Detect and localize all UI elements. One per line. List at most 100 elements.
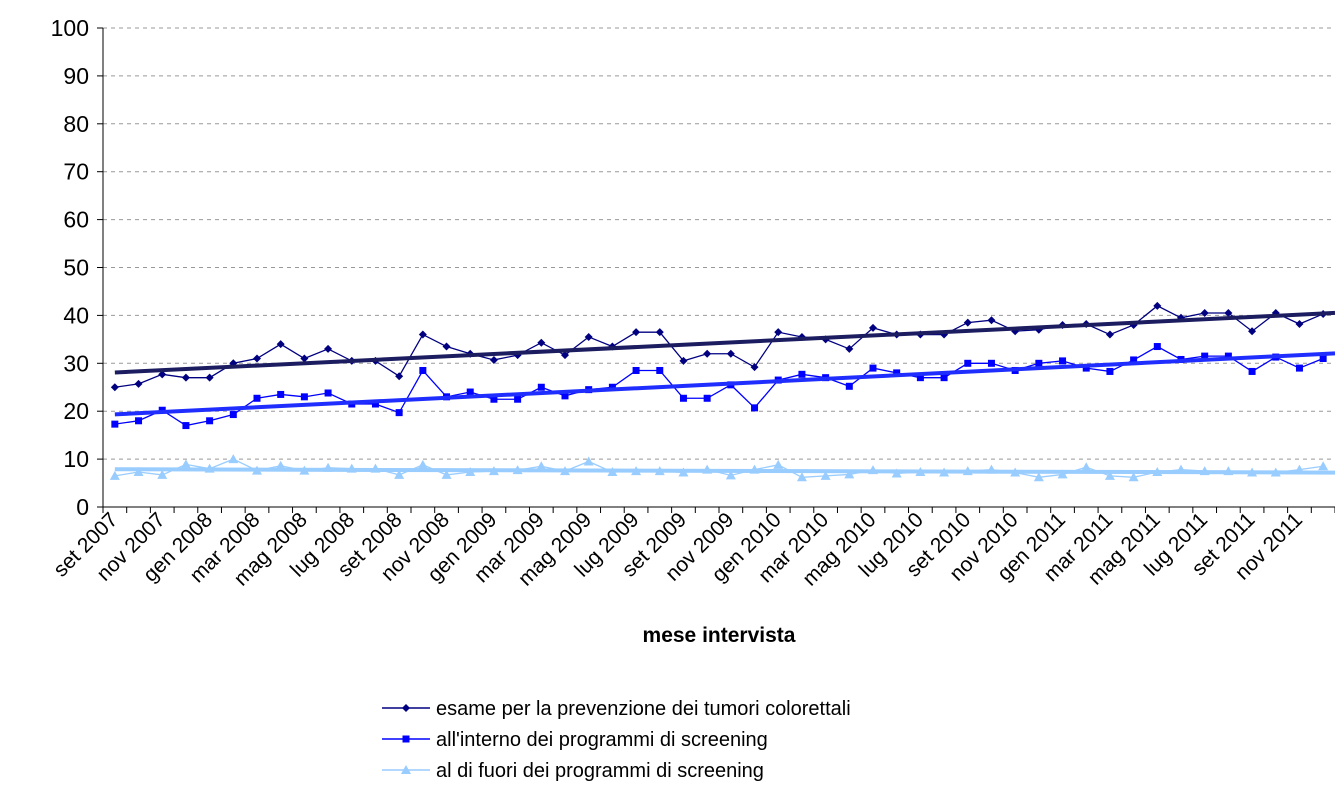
marker <box>441 469 452 479</box>
marker <box>561 351 569 360</box>
marker <box>395 409 403 417</box>
marker <box>1201 352 1209 360</box>
marker <box>583 456 594 466</box>
marker <box>893 369 901 377</box>
marker <box>489 355 498 364</box>
marker <box>845 382 853 390</box>
marker <box>1295 320 1304 329</box>
legend-marker <box>402 704 410 712</box>
legend-label: esame per la prevenzione dei tumori colo… <box>436 698 851 720</box>
marker <box>1033 472 1044 482</box>
marker <box>820 470 831 480</box>
marker <box>300 393 308 401</box>
marker <box>561 392 569 400</box>
marker <box>300 354 309 363</box>
marker <box>703 349 712 358</box>
marker <box>726 349 735 358</box>
y-tick-label: 30 <box>63 350 89 376</box>
marker <box>182 422 190 430</box>
marker <box>1200 309 1209 318</box>
marker <box>679 356 688 365</box>
marker <box>773 459 784 469</box>
trend-line <box>114 467 1335 475</box>
marker <box>1128 472 1139 482</box>
marker <box>536 461 547 471</box>
marker <box>1318 461 1329 471</box>
marker <box>277 390 285 398</box>
marker <box>205 373 214 382</box>
legend-marker <box>401 765 411 774</box>
marker <box>1035 359 1043 367</box>
marker <box>750 363 759 372</box>
marker <box>394 469 405 479</box>
marker <box>869 323 877 332</box>
marker <box>1248 367 1256 375</box>
marker <box>1319 355 1327 363</box>
marker <box>181 373 190 382</box>
marker <box>1224 309 1233 318</box>
marker <box>275 460 286 470</box>
marker <box>916 374 924 382</box>
marker <box>418 330 427 339</box>
marker <box>798 370 806 378</box>
marker <box>869 364 877 372</box>
marker <box>180 459 191 469</box>
y-tick-label: 70 <box>63 159 89 185</box>
marker <box>1224 352 1232 360</box>
marker <box>158 370 167 379</box>
trend-line <box>114 351 1335 417</box>
marker <box>1057 469 1068 479</box>
marker <box>324 344 333 353</box>
y-tick-label: 60 <box>63 207 89 233</box>
y-tick-label: 80 <box>63 111 89 137</box>
y-tick-label: 0 <box>76 494 89 520</box>
marker <box>1059 357 1067 365</box>
marker <box>537 338 546 347</box>
marker <box>845 344 854 353</box>
marker <box>514 395 522 403</box>
marker <box>229 411 237 419</box>
marker <box>987 359 995 367</box>
series-line <box>114 305 1324 388</box>
marker <box>395 372 404 381</box>
marker <box>656 366 664 374</box>
marker <box>1153 301 1162 310</box>
x-axis-title: mese intervista <box>643 624 796 647</box>
marker <box>157 469 168 479</box>
legend-marker <box>402 735 410 743</box>
marker <box>751 404 759 412</box>
marker <box>1106 367 1114 375</box>
marker <box>796 472 807 482</box>
marker <box>987 316 996 325</box>
marker <box>324 389 332 397</box>
marker <box>537 383 545 391</box>
y-tick-label: 50 <box>63 255 89 281</box>
marker <box>1104 470 1115 480</box>
marker <box>206 417 214 425</box>
marker <box>253 354 261 363</box>
marker <box>135 417 143 425</box>
marker <box>1105 330 1114 339</box>
marker <box>419 366 427 374</box>
marker <box>725 470 736 480</box>
marker <box>111 420 119 428</box>
legend-label: all'interno dei programmi di screening <box>436 729 768 751</box>
marker <box>964 359 972 367</box>
marker <box>608 383 616 391</box>
marker <box>844 469 855 479</box>
marker <box>940 374 948 382</box>
y-tick-label: 100 <box>51 15 89 41</box>
marker <box>632 328 641 337</box>
marker <box>109 470 120 480</box>
marker <box>774 328 783 337</box>
marker <box>632 366 640 374</box>
trend-line <box>114 310 1335 375</box>
marker <box>1082 364 1090 372</box>
marker <box>371 400 379 408</box>
marker <box>228 454 239 464</box>
marker <box>584 332 593 341</box>
marker <box>1081 462 1092 472</box>
marker <box>417 459 428 469</box>
marker <box>110 383 119 392</box>
